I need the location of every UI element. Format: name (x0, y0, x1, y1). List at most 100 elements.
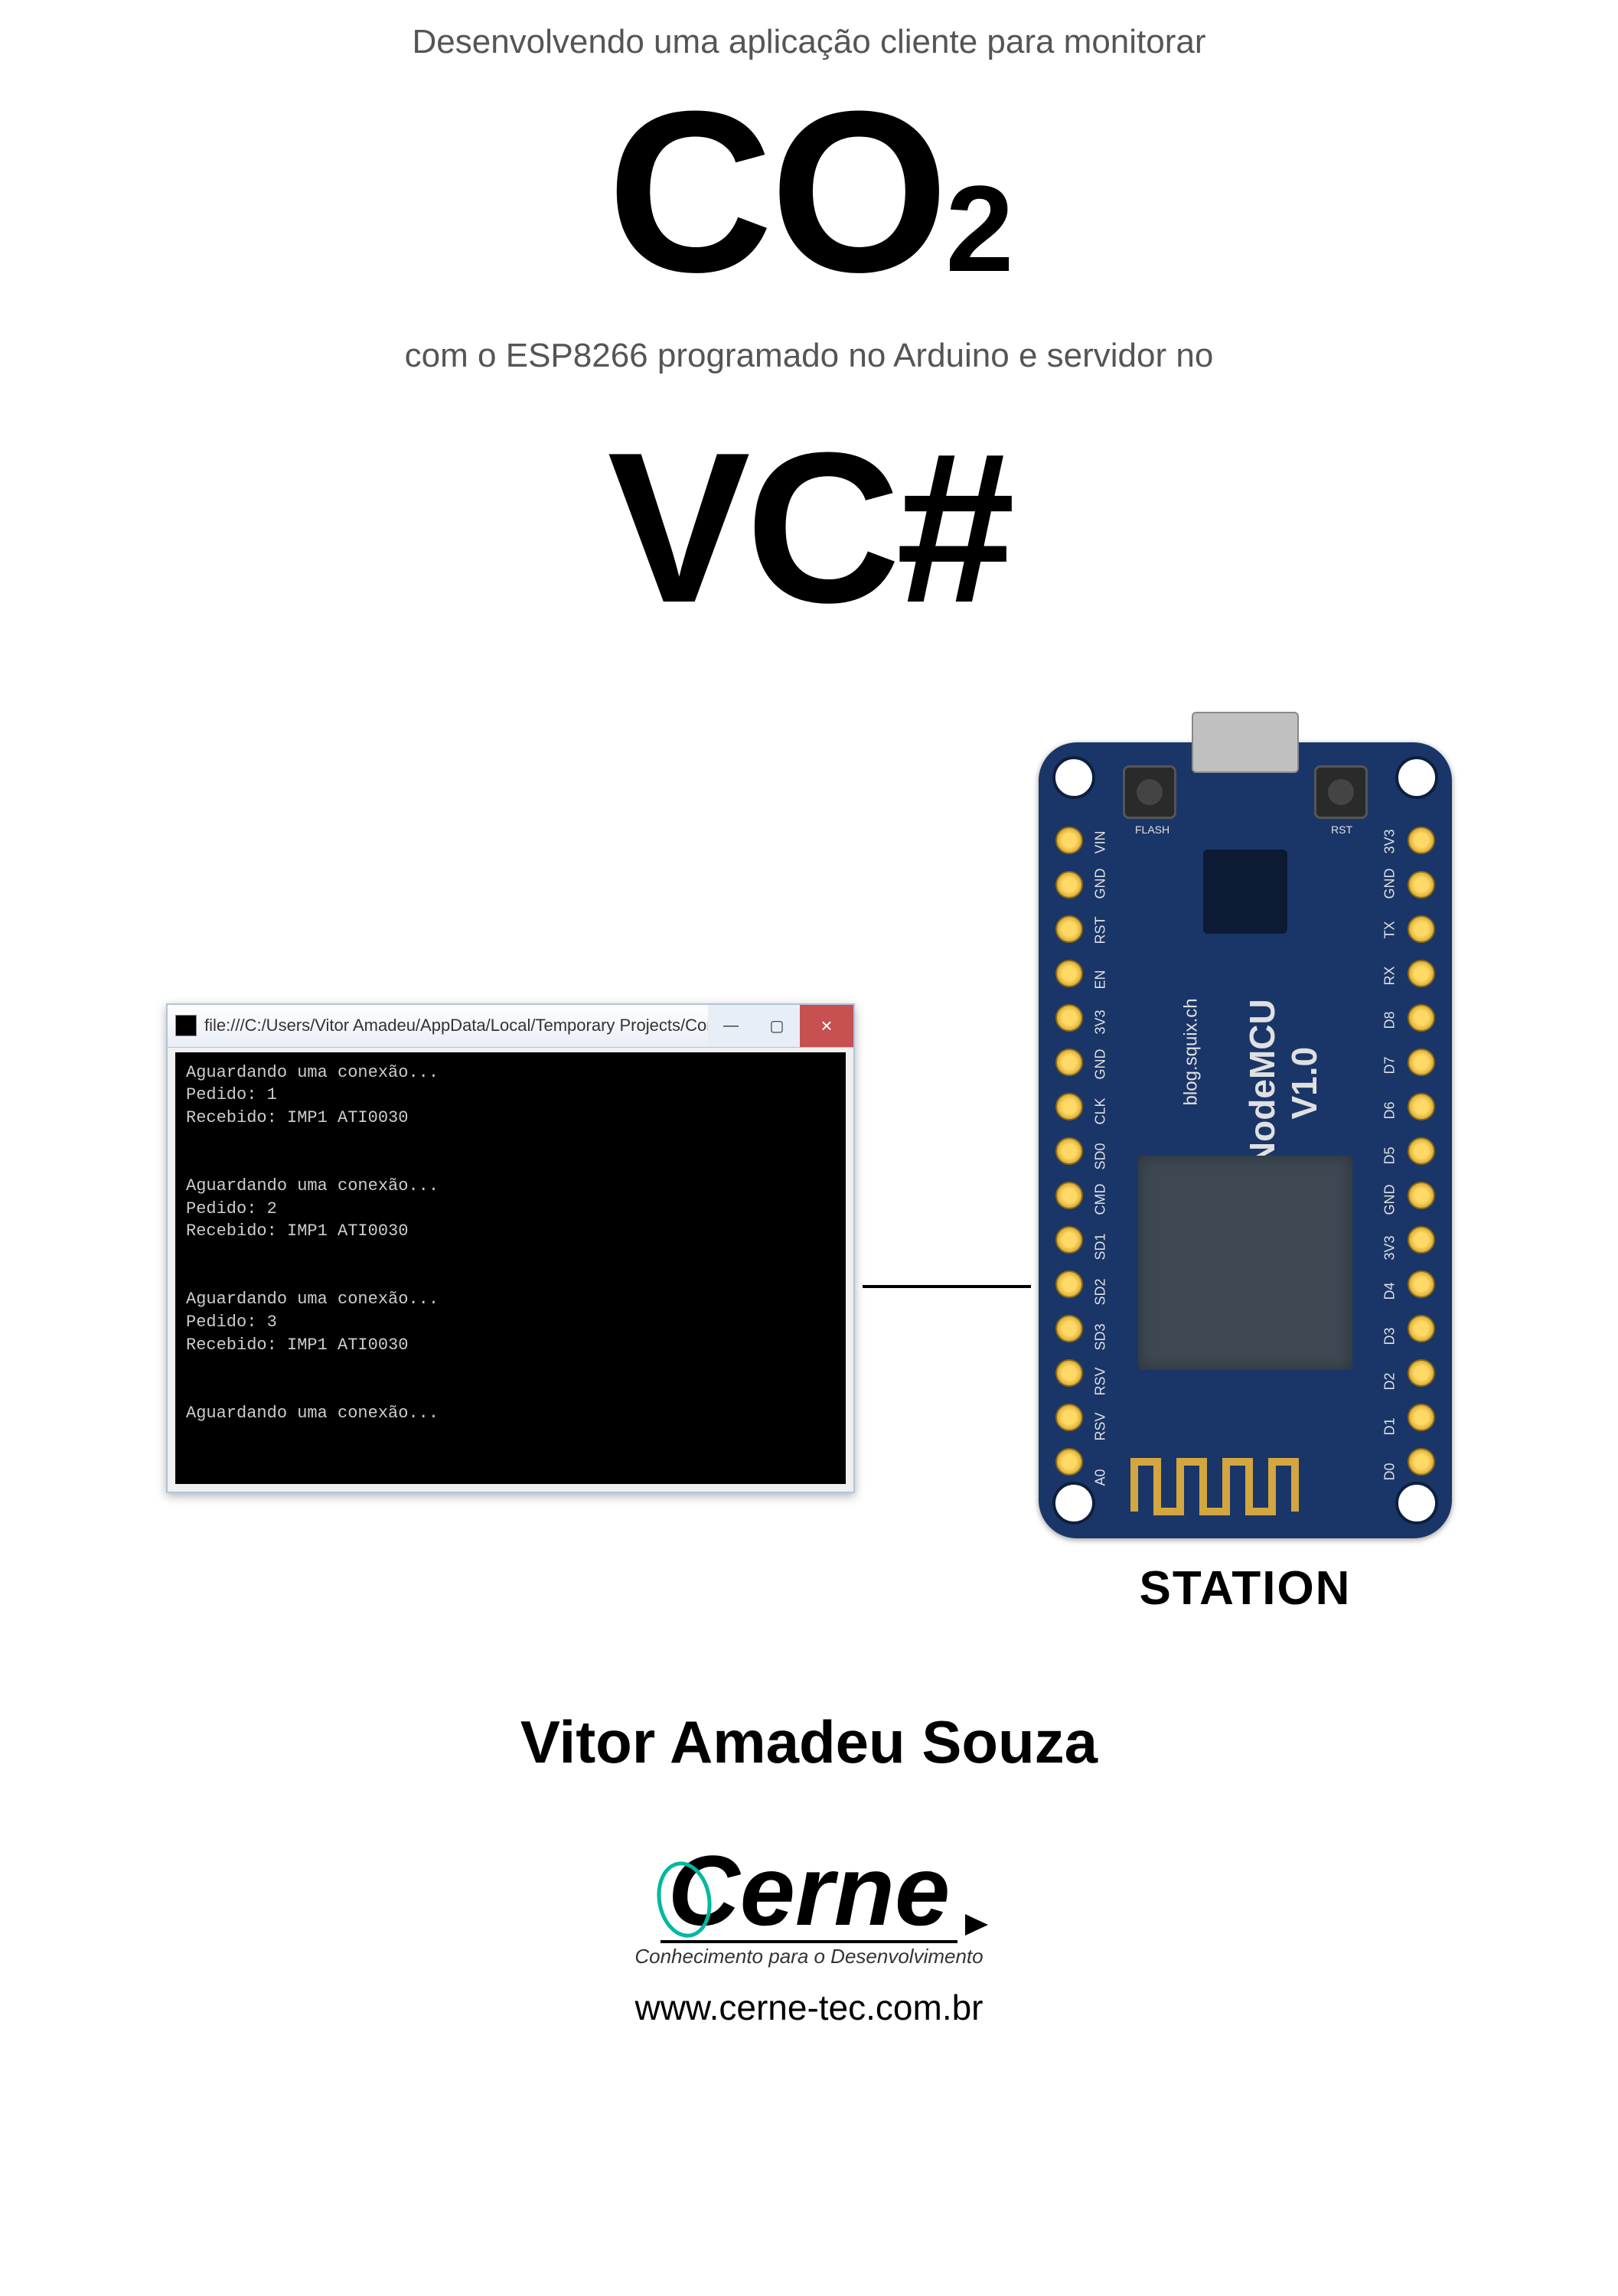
pin-label: SD2 (1093, 1283, 1109, 1306)
pin-label: D2 (1382, 1373, 1398, 1396)
logo-tagline: Conhecimento para o Desenvolvimento (634, 1945, 983, 1968)
pin-labels-right: 3V3GNDTXRXD8D7D6D5GND3V3D4D3D2D1D0 (1378, 834, 1401, 1482)
pin-dot (1055, 827, 1083, 854)
pin-dot (1408, 1404, 1435, 1431)
console-app-icon (175, 1015, 197, 1036)
station-label: STATION (1140, 1561, 1352, 1616)
logo-text: Cerne (668, 1835, 950, 1946)
pin-label: RST (1093, 921, 1109, 944)
diagram-row: file:///C:/Users/Vitor Amadeu/AppData/Lo… (46, 880, 1572, 1616)
pin-column-left (1055, 827, 1083, 1476)
pin-label: D8 (1382, 1012, 1398, 1035)
pin-dot (1055, 915, 1083, 943)
usb-serial-chip (1203, 850, 1287, 934)
esp8266-chip (1138, 1156, 1352, 1370)
mounting-hole (1052, 756, 1095, 799)
pin-labels-left: VINGNDRSTEN3V3GNDCLKSD0CMDSD1SD2SD3RSVRS… (1089, 834, 1112, 1482)
pin-label: GND (1382, 1192, 1398, 1215)
book-cover: Desenvolvendo uma aplicação cliente para… (0, 0, 1618, 2296)
pin-label: 3V3 (1382, 831, 1398, 854)
pin-dot (1408, 1049, 1435, 1076)
mounting-hole (1395, 756, 1438, 799)
pin-label: 3V3 (1382, 1238, 1398, 1261)
pin-dot (1055, 1404, 1083, 1431)
mounting-hole (1052, 1482, 1095, 1525)
pin-label: D5 (1382, 1147, 1398, 1170)
vcsharp-title: VC# (608, 421, 1011, 635)
pin-dot (1408, 1448, 1435, 1476)
window-buttons: — ▢ × (708, 1005, 853, 1047)
pin-label: D1 (1382, 1418, 1398, 1441)
pin-label: EN (1093, 967, 1109, 990)
pin-dot (1408, 915, 1435, 943)
pin-dot (1055, 1004, 1083, 1032)
pin-dot (1408, 1093, 1435, 1120)
pin-dot (1055, 1448, 1083, 1476)
board-version: V1.0 (1284, 1047, 1324, 1120)
pin-dot (1408, 960, 1435, 987)
console-window: file:///C:/Users/Vitor Amadeu/AppData/Lo… (166, 1003, 855, 1493)
pin-label: D7 (1382, 1057, 1398, 1080)
wifi-antenna (1130, 1454, 1314, 1515)
co2-subscript: 2 (946, 160, 1011, 297)
flash-label: FLASH (1135, 823, 1169, 836)
connector-line (863, 1285, 1031, 1288)
board-blog-text: blog.squix.ch (1181, 998, 1203, 1105)
console-title: file:///C:/Users/Vitor Amadeu/AppData/Lo… (204, 1016, 708, 1035)
pin-dot (1408, 1359, 1435, 1387)
pin-dot (1055, 1359, 1083, 1387)
pin-dot (1055, 871, 1083, 899)
pin-dot (1408, 1137, 1435, 1165)
pin-label: RSV (1093, 1418, 1109, 1441)
console-output: Aguardando uma conexão... Pedido: 1 Rece… (168, 1048, 853, 1492)
pin-label: D0 (1382, 1463, 1398, 1486)
pin-label: GND (1093, 1057, 1109, 1080)
maximize-button[interactable]: ▢ (754, 1005, 800, 1047)
pin-dot (1408, 1315, 1435, 1342)
pin-label: SD1 (1093, 1238, 1109, 1261)
close-button[interactable]: × (800, 1005, 853, 1047)
pin-label: GND (1382, 876, 1398, 899)
minimize-button[interactable]: — (708, 1005, 754, 1047)
subtitle-top: Desenvolvendo uma aplicação cliente para… (412, 23, 1205, 61)
pin-label: D3 (1382, 1328, 1398, 1351)
reset-button (1314, 765, 1368, 819)
pin-label: CLK (1093, 1102, 1109, 1125)
pin-dot (1055, 1315, 1083, 1342)
pin-dot (1055, 1137, 1083, 1165)
pin-label: 3V3 (1093, 1012, 1109, 1035)
author-name: Vitor Amadeu Souza (520, 1707, 1098, 1777)
pin-dot (1055, 1270, 1083, 1298)
pin-label: RX (1382, 967, 1398, 990)
nodemcu-board: FLASH RST VINGNDRSTEN3V3GNDCLKSD0CMDSD1S… (1039, 742, 1452, 1538)
pin-label: GND (1093, 876, 1109, 899)
usb-port (1192, 712, 1299, 773)
pin-dot (1408, 1270, 1435, 1298)
reset-label: RST (1331, 823, 1352, 836)
pin-dot (1408, 1004, 1435, 1032)
board-name: NodeMCU (1242, 999, 1282, 1167)
pin-label: RSV (1093, 1373, 1109, 1396)
pin-dot (1055, 1093, 1083, 1120)
co2-title: CO2 (608, 77, 1011, 306)
flash-button (1123, 765, 1176, 819)
pin-label: D4 (1382, 1283, 1398, 1306)
publisher-logo-block: Cerne Conhecimento para o Desenvolviment… (634, 1846, 983, 2028)
nodemcu-block: FLASH RST VINGNDRSTEN3V3GNDCLKSD0CMDSD1S… (1039, 880, 1452, 1616)
pin-label: SD3 (1093, 1328, 1109, 1351)
pin-label: A0 (1093, 1463, 1109, 1486)
pin-dot (1055, 1226, 1083, 1254)
pin-dot (1055, 1182, 1083, 1209)
pin-label: TX (1382, 921, 1398, 944)
pin-label: D6 (1382, 1102, 1398, 1125)
pin-label: CMD (1093, 1192, 1109, 1215)
pin-dot (1408, 871, 1435, 899)
pin-dot (1055, 960, 1083, 987)
cerne-logo: Cerne (661, 1846, 957, 1943)
pin-dot (1055, 1049, 1083, 1076)
pin-dot (1408, 1182, 1435, 1209)
pin-dot (1408, 827, 1435, 854)
pin-label: VIN (1093, 831, 1109, 854)
co2-main: CO (608, 63, 946, 320)
board-model-text: NodeMCU V1.0 (1241, 999, 1326, 1167)
